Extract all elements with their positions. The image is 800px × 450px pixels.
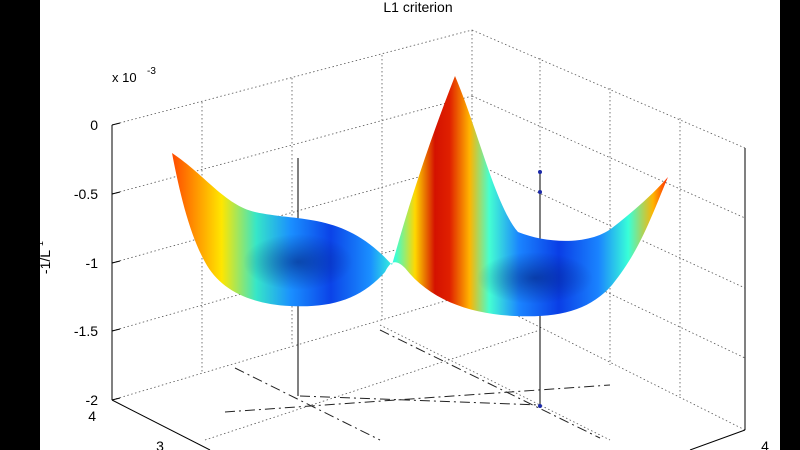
z-tick-labels: 0 -0.5 -1 -1.5 -2	[74, 117, 98, 408]
z-tick-label: 0	[90, 117, 98, 133]
y-tick-label: 3	[156, 438, 164, 450]
right-border	[780, 0, 800, 450]
floor-projection-lines	[224, 329, 611, 441]
surface	[172, 76, 668, 317]
z-multiplier-base: x 10	[112, 70, 137, 85]
z-axis-label-sup: 1	[35, 241, 45, 246]
chart-title: L1 criterion	[383, 0, 452, 15]
z-axis-label: -1/L	[37, 250, 53, 274]
stem-marker	[538, 404, 542, 408]
z-tick-label: -0.5	[74, 186, 98, 202]
y-tick-labels: 4 3	[88, 408, 164, 450]
left-border	[0, 0, 40, 450]
y-tick-label: 4	[88, 408, 96, 424]
z-tick-label: -2	[86, 392, 99, 408]
stem-marker	[538, 170, 542, 174]
stem-marker	[538, 190, 542, 194]
x-tick-label: 4	[761, 438, 769, 450]
stem-markers	[538, 170, 542, 408]
z-multiplier-exponent: -3	[147, 66, 156, 77]
z-tick-label: -1.5	[74, 323, 98, 339]
z-tick-label: -1	[86, 255, 99, 271]
z-tick-marks	[111, 122, 121, 401]
